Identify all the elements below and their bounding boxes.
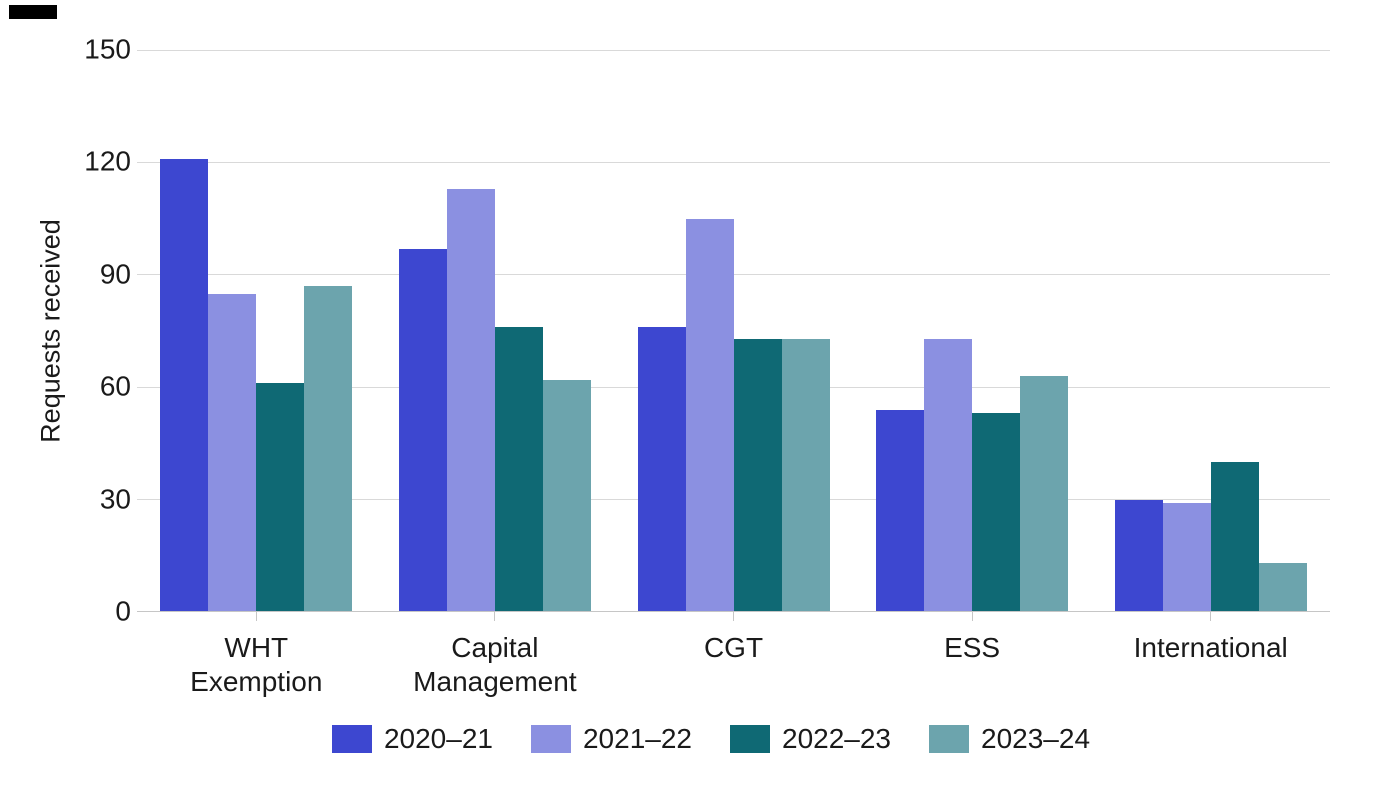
bar-international-2023-24 [1258, 563, 1307, 612]
x-axis-labels: WHT Exemption Capital Management CGT ESS Int… [0, 631, 1378, 711]
legend-item-2023-24: 2023–24 [929, 723, 1090, 755]
bar-wht-exemption-2022-23 [256, 383, 305, 612]
bar-group-cgt [637, 218, 830, 612]
legend-item-2022-23: 2022–23 [730, 723, 891, 755]
x-axis-tick [971, 612, 973, 621]
legend-swatch [929, 725, 970, 753]
y-tick-label-150: 150 [84, 33, 131, 65]
x-axis-tick [1210, 612, 1212, 621]
x-category-label-international: International [1133, 632, 1288, 663]
legend-item-2021-22: 2021–22 [530, 723, 692, 755]
bar-international-2020-21 [1114, 499, 1163, 612]
bar-cgt-2021-22 [685, 218, 734, 612]
x-category-label-cgt: CGT [703, 632, 764, 663]
x-axis-tick [494, 612, 496, 621]
y-axis-tick-labels: 0 30 60 90 120 150 [0, 0, 131, 790]
legend-item-2020-21: 2020–21 [331, 723, 493, 755]
y-tick-label-0: 0 [115, 595, 131, 627]
bar-ess-2020-21 [876, 409, 925, 612]
legend-swatch [331, 725, 372, 753]
bar-capital-management-2022-23 [494, 327, 543, 612]
x-category-label-wht-exemption: WHT Exemption [190, 632, 323, 697]
bar-ess-2022-23 [972, 413, 1021, 612]
x-category-label-capital-management: Capital Management [413, 632, 577, 697]
y-tick-label-120: 120 [84, 145, 131, 177]
legend-label: 2020–21 [383, 723, 493, 754]
legend: 2020–21 2021–22 2022–23 2023–24 [0, 723, 1378, 755]
bar-cgt-2022-23 [733, 338, 782, 612]
bar-wht-exemption-2020-21 [160, 158, 209, 612]
bar-international-2021-22 [1162, 503, 1211, 612]
gridline-90 [137, 274, 1330, 276]
bar-group-capital-management [398, 188, 591, 612]
x-category-label-ess: ESS [944, 632, 1001, 663]
legend-swatch [530, 725, 571, 753]
bar-international-2022-23 [1210, 462, 1259, 612]
plot-area [137, 49, 1330, 621]
bar-cgt-2023-24 [781, 338, 830, 612]
x-axis-line [137, 611, 1330, 612]
bar-capital-management-2023-24 [542, 379, 591, 612]
legend-swatch [730, 725, 770, 753]
bar-group-ess [876, 338, 1069, 612]
bar-cgt-2020-21 [637, 327, 686, 612]
bar-group-wht-exemption [160, 158, 353, 612]
bar-capital-management-2020-21 [398, 248, 447, 612]
gridline-120 [137, 161, 1330, 163]
bar-ess-2021-22 [924, 338, 973, 612]
black-mark [9, 5, 57, 19]
bar-ess-2023-24 [1020, 375, 1069, 612]
x-axis-tick [733, 612, 734, 621]
bar-wht-exemption-2021-22 [208, 293, 257, 612]
y-tick-label-60: 60 [99, 370, 131, 402]
gridline-150 [137, 49, 1330, 51]
legend-label: 2022–23 [782, 723, 892, 754]
y-tick-label-30: 30 [99, 482, 131, 514]
bar-group-international [1114, 462, 1307, 612]
x-axis-tick [255, 612, 257, 621]
legend-label: 2023–24 [981, 723, 1091, 754]
legend-label: 2021–22 [582, 723, 692, 754]
bar-capital-management-2021-22 [446, 188, 495, 612]
bar-wht-exemption-2023-24 [304, 286, 353, 612]
y-tick-label-90: 90 [99, 258, 131, 290]
